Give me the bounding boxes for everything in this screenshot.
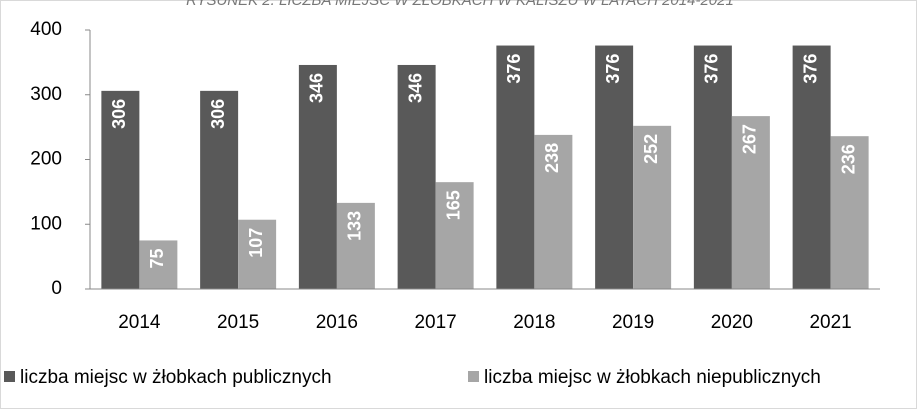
value-label: 267 (740, 124, 760, 154)
bar (397, 64, 436, 289)
value-label: 376 (504, 54, 524, 84)
legend-label: liczba miejsc w żłobkach publicznych (20, 367, 332, 388)
value-label: 376 (800, 54, 820, 84)
value-label: 133 (345, 211, 365, 241)
value-label: 306 (208, 99, 228, 129)
value-label: 107 (246, 228, 266, 258)
x-tick-label: 2020 (711, 312, 753, 333)
y-tick-label: 200 (30, 149, 62, 170)
bar (792, 45, 831, 289)
legend-swatch (4, 371, 15, 382)
bar (830, 136, 869, 289)
value-label: 376 (603, 54, 623, 84)
value-label: 306 (109, 99, 129, 129)
legend-swatch (468, 371, 479, 382)
chart-title: RYSUNEK 2. LICZBA MIEJSC W ŻŁOBKACH W KA… (186, 0, 734, 9)
value-label: 252 (641, 134, 661, 164)
y-tick-label: 0 (51, 278, 62, 299)
x-tick-label: 2018 (513, 312, 555, 333)
legend-label: liczba miejsc w żłobkach niepublicznych (484, 367, 821, 388)
bar (238, 219, 277, 289)
x-tick-label: 2019 (612, 312, 654, 333)
value-label: 75 (147, 248, 167, 268)
bar (101, 90, 140, 290)
x-tick-label: 2015 (217, 312, 259, 333)
x-tick-label: 2021 (809, 312, 851, 333)
bar (595, 45, 634, 289)
bar (336, 202, 375, 289)
x-tick-label: 2017 (414, 312, 456, 333)
y-tick-label: 400 (30, 19, 62, 40)
bar (139, 240, 178, 289)
bar (633, 125, 672, 289)
bar (731, 116, 770, 290)
y-tick-label: 100 (30, 213, 62, 234)
x-tick-label: 2014 (118, 312, 161, 333)
value-label: 346 (405, 73, 425, 103)
bar (534, 134, 573, 289)
bar (496, 45, 535, 289)
value-label: 165 (443, 190, 463, 220)
bar (435, 182, 474, 289)
y-tick-label: 300 (30, 84, 62, 105)
x-tick-label: 2016 (316, 312, 358, 333)
value-label: 376 (702, 54, 722, 84)
bar (298, 64, 337, 289)
value-label: 236 (838, 144, 858, 174)
bar (693, 45, 732, 289)
value-label: 238 (542, 143, 562, 173)
bar (200, 90, 239, 290)
value-label: 346 (307, 73, 327, 103)
